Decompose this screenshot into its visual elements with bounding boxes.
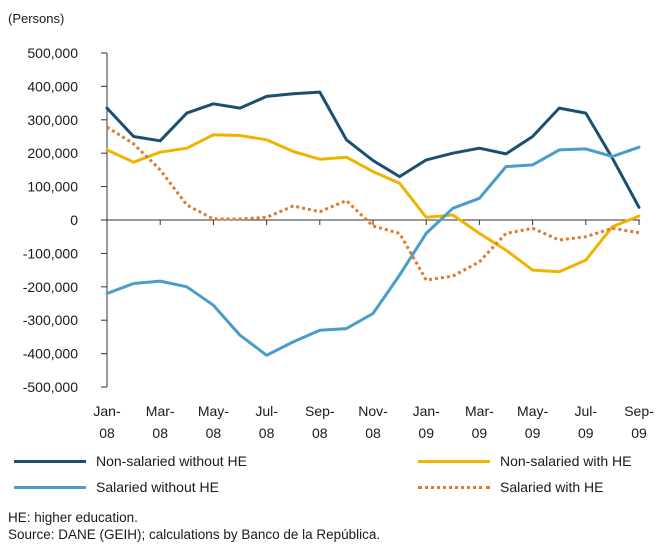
x-tick-label: 08: [152, 425, 168, 441]
legend-label: Salaried without HE: [96, 479, 219, 495]
legend-label: Non-salaried without HE: [96, 453, 247, 469]
footnote: HE: higher education.: [8, 510, 138, 525]
x-tick-label: May-: [517, 403, 548, 419]
series-line-1: [105, 90, 641, 209]
x-tick-label: 08: [99, 425, 115, 441]
x-tick-label: 08: [312, 425, 328, 441]
axes: [101, 52, 640, 388]
x-tick-label: 09: [525, 425, 541, 441]
x-tick-labels: Jan- 08 Mar- 08 May- 08 Jul- 08 Sep- 08 Nov- 08 Jan-…: [93, 403, 654, 441]
y-tick-label: 500,000: [27, 45, 78, 61]
y-axis-label: (Persons): [8, 11, 64, 26]
x-tick-label: Mar-: [146, 403, 175, 419]
x-tick-label: 09: [631, 425, 647, 441]
y-tick-label: -400,000: [23, 346, 78, 362]
y-tick-label: -100,000: [23, 245, 78, 261]
legend-swatch: [418, 485, 490, 489]
source-note: Source: DANE (GEIH); calculations by Ban…: [8, 527, 381, 542]
x-tick-label: Sep-: [624, 403, 654, 419]
legend-item-salaried-without-he: Salaried without HE: [14, 479, 219, 495]
x-tick-label: 08: [206, 425, 222, 441]
legend-swatch: [14, 485, 86, 489]
series-line-2: [105, 133, 641, 274]
y-tick-label: -500,000: [23, 379, 78, 395]
y-tick-label: 400,000: [27, 78, 78, 94]
y-tick-label: -200,000: [23, 279, 78, 295]
x-tick-label: Nov-: [358, 403, 388, 419]
y-tick-labels: 500,000 400,000 300,000 200,000 100,000 0 -100…: [23, 45, 78, 395]
y-tick-label: 300,000: [27, 112, 78, 128]
x-tick-label: Jul-: [255, 403, 278, 419]
legend-swatch: [14, 459, 86, 463]
y-tick-label: 100,000: [27, 179, 78, 195]
series-line-3: [105, 145, 641, 357]
x-tick-label: Mar-: [465, 403, 494, 419]
legend-item-non-salaried-with-he: Non-salaried with HE: [418, 453, 632, 469]
y-tick-label: 200,000: [27, 145, 78, 161]
y-tick-label: 0: [70, 212, 78, 228]
y-tick-label: -300,000: [23, 312, 78, 328]
legend-item-non-salaried-without-he: Non-salaried without HE: [14, 453, 247, 469]
series-lines: [105, 90, 641, 357]
x-tick-label: 08: [365, 425, 381, 441]
x-tick-label: 09: [472, 425, 488, 441]
x-tick-label: 09: [578, 425, 594, 441]
x-tick-label: May-: [198, 403, 229, 419]
x-tick-label: 09: [418, 425, 434, 441]
line-chart: (Persons) 500,000 400,000 300,000 200,000 10…: [8, 11, 654, 441]
x-tick-label: 08: [259, 425, 275, 441]
legend-swatch: [418, 459, 490, 463]
legend-label: Non-salaried with HE: [500, 453, 632, 469]
x-tick-label: Jan-: [413, 403, 441, 419]
x-tick-label: Jul-: [575, 403, 598, 419]
x-tick-label: Jan-: [93, 403, 121, 419]
x-tick-label: Sep-: [305, 403, 335, 419]
legend-item-salaried-with-he: Salaried with HE: [418, 479, 604, 495]
legend-label: Salaried with HE: [500, 479, 604, 495]
series-line-4: [106, 125, 640, 282]
